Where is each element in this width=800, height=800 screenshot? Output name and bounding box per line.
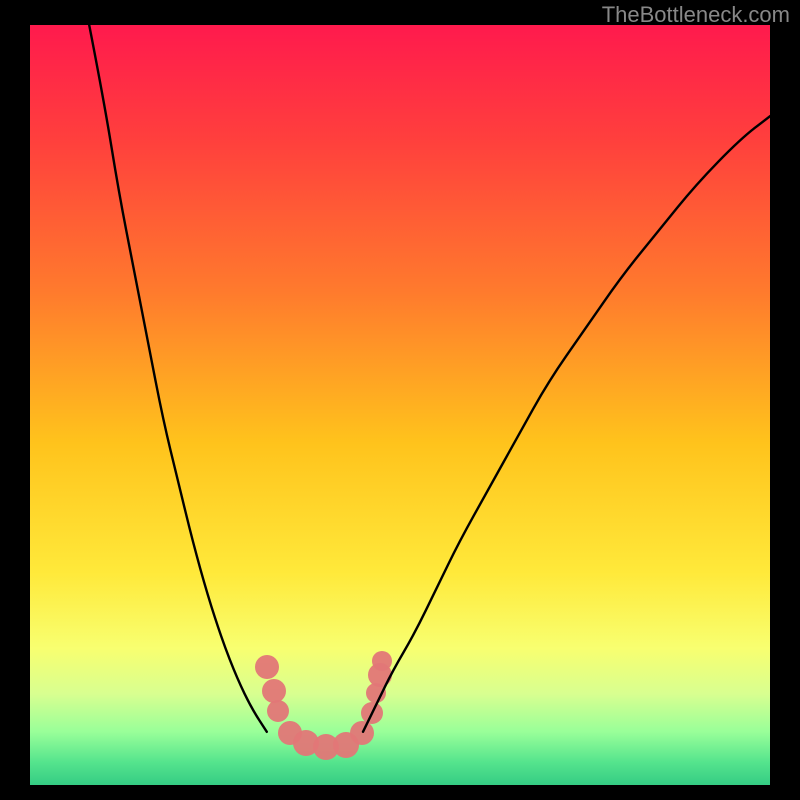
plot-area	[30, 25, 770, 785]
bottleneck-curve-chart	[30, 25, 770, 785]
gradient-background	[30, 25, 770, 785]
chart-container: TheBottleneck.com	[0, 0, 800, 800]
watermark-text: TheBottleneck.com	[602, 2, 790, 28]
